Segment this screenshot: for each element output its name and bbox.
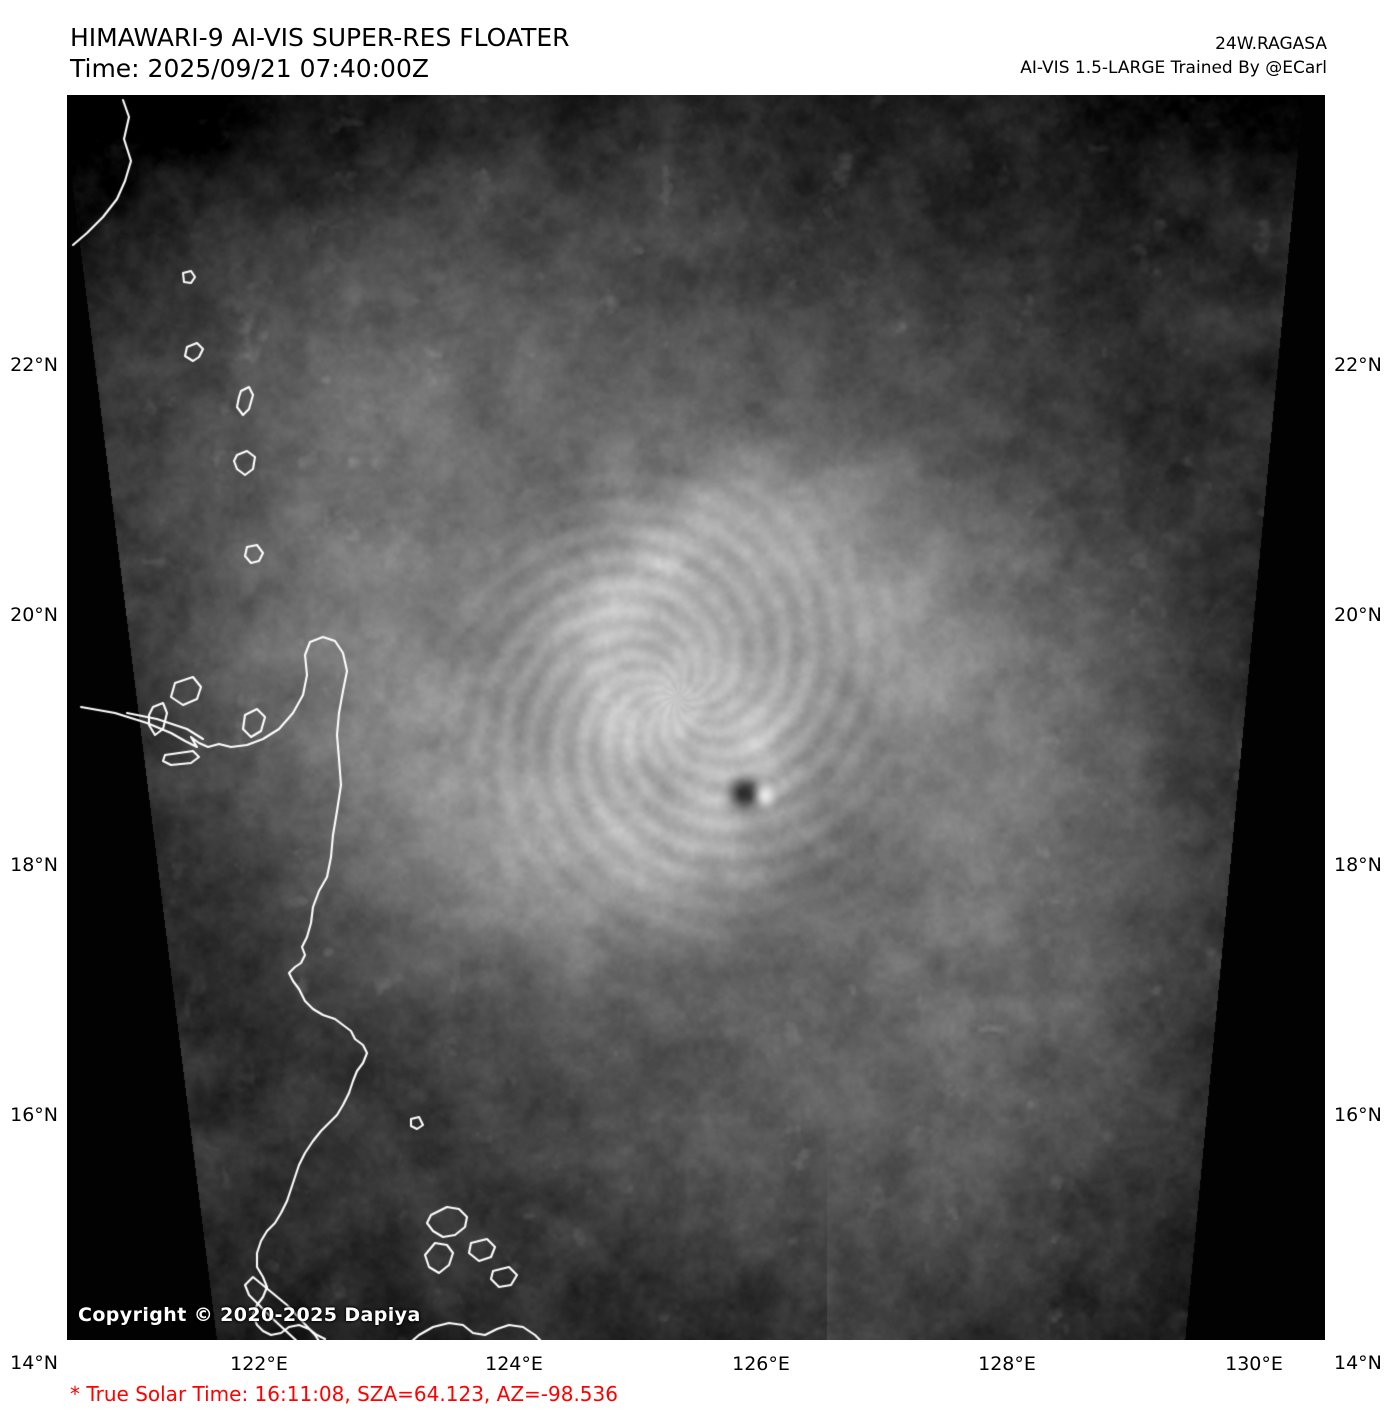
model-credit-label: AI-VIS 1.5-LARGE Trained By @ECarl xyxy=(1020,58,1327,78)
solar-geometry-note: * True Solar Time: 16:11:08, SZA=64.123,… xyxy=(70,1382,618,1406)
lat-tick-label-left-14: 14°N xyxy=(10,1352,58,1374)
lat-tick-label-left-20: 20°N xyxy=(10,604,58,626)
satellite-image-frame: Copyright © 2020-2025 Dapiya xyxy=(67,95,1325,1340)
lat-tick-label-left-16: 16°N xyxy=(10,1104,58,1126)
lon-tick-label-130: 130°E xyxy=(1225,1353,1283,1375)
lon-tick-label-126: 126°E xyxy=(732,1353,790,1375)
storm-id-label: 24W.RAGASA xyxy=(1215,34,1327,54)
lon-tick-label-128: 128°E xyxy=(978,1353,1036,1375)
lat-tick-label-right-14: 14°N xyxy=(1334,1352,1382,1374)
lat-tick-label-right-16: 16°N xyxy=(1334,1104,1382,1126)
lon-tick-label-122: 122°E xyxy=(230,1353,288,1375)
lat-tick-label-left-22: 22°N xyxy=(10,354,58,376)
satellite-imagery-canvas xyxy=(67,95,1325,1340)
observation-time: Time: 2025/09/21 07:40:00Z xyxy=(70,54,429,83)
copyright-overlay: Copyright © 2020-2025 Dapiya xyxy=(78,1304,421,1326)
lat-tick-label-left-18: 18°N xyxy=(10,854,58,876)
page-title: HIMAWARI-9 AI-VIS SUPER-RES FLOATER xyxy=(70,23,570,52)
lat-tick-label-right-18: 18°N xyxy=(1334,854,1382,876)
lat-tick-label-right-20: 20°N xyxy=(1334,604,1382,626)
lon-tick-label-124: 124°E xyxy=(485,1353,543,1375)
lat-tick-label-right-22: 22°N xyxy=(1334,354,1382,376)
